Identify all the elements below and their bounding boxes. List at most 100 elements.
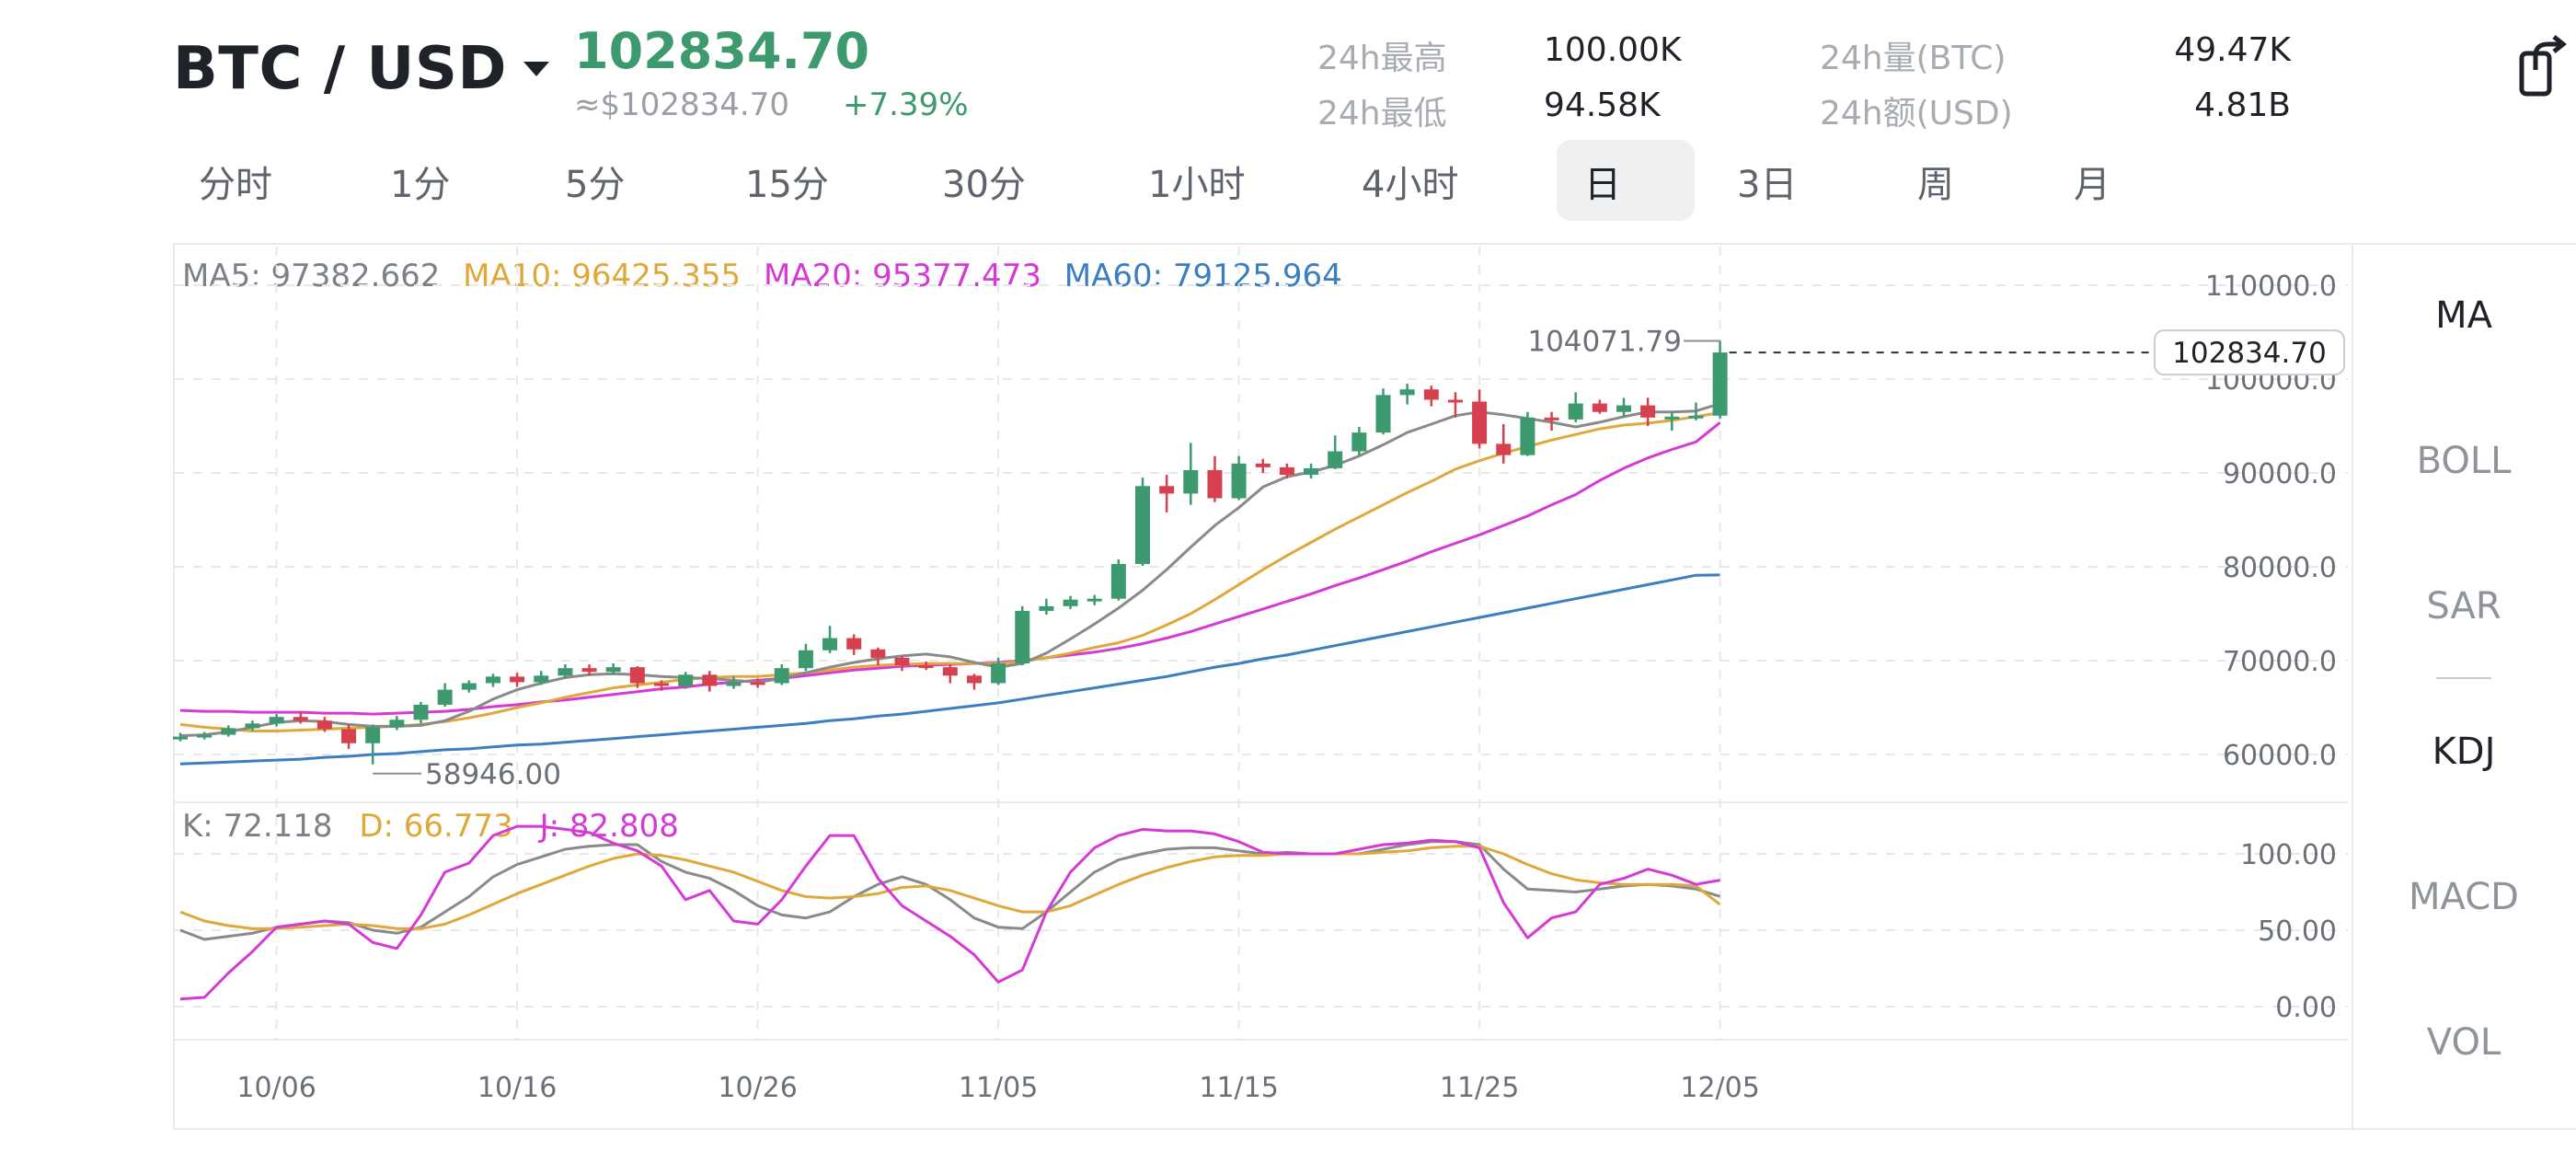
- candle-body: [774, 668, 789, 684]
- indicator-vol[interactable]: VOL: [2426, 1021, 2501, 1064]
- candle-body: [750, 682, 765, 685]
- tab-1d[interactable]: 日: [1584, 164, 1621, 206]
- candle-body: [1231, 463, 1247, 499]
- candle-body: [510, 676, 525, 683]
- candle-body: [798, 650, 813, 669]
- candle-body: [1423, 389, 1439, 400]
- stat-vol-label: 24h量(BTC): [1820, 40, 2007, 77]
- candle-body: [726, 682, 742, 686]
- candle-body: [1592, 403, 1607, 412]
- k-legend: K: 72.118: [182, 808, 333, 845]
- candle-body: [1447, 399, 1463, 403]
- candle-body: [846, 638, 862, 650]
- stat-low-value: 94.58K: [1544, 86, 1661, 124]
- last-price: 102834.70: [574, 22, 870, 80]
- candle-body: [629, 667, 645, 684]
- candle-body: [293, 717, 308, 721]
- kdj-y-tick-label: 100.00: [2240, 839, 2337, 871]
- tab-1m[interactable]: 1分: [390, 164, 451, 206]
- indicator-ma[interactable]: MA: [2435, 294, 2492, 337]
- x-tick-label: 11/15: [1199, 1072, 1278, 1104]
- tab-30m[interactable]: 30分: [942, 164, 1026, 206]
- tab-week[interactable]: 周: [1917, 164, 1954, 206]
- stat-high-label: 24h最高: [1317, 40, 1447, 77]
- last-price-tag: [2154, 329, 2345, 376]
- candle-body: [966, 675, 982, 684]
- candle-body: [1135, 486, 1150, 564]
- candle-body: [581, 668, 597, 673]
- candle-body: [991, 663, 1006, 684]
- y-tick-label: 80000.0: [2223, 552, 2337, 584]
- candle-body: [1568, 403, 1583, 420]
- candle-body: [365, 727, 381, 743]
- x-tick-label: 11/05: [959, 1072, 1038, 1104]
- candle-body: [1279, 466, 1294, 476]
- candle-body: [1207, 469, 1223, 499]
- last-price-label: 102834.70: [2172, 337, 2327, 370]
- ma10-legend: MA10: 96425.355: [463, 258, 742, 294]
- candle-body: [918, 665, 934, 669]
- pair-selector[interactable]: BTC / USD: [173, 35, 550, 103]
- ma60-line: [179, 573, 1720, 766]
- x-tick-label: 12/05: [1680, 1072, 1759, 1104]
- candle-body: [1110, 563, 1126, 599]
- stat-amt-value: 4.81B: [2194, 86, 2291, 124]
- indicator-sar[interactable]: SAR: [2426, 585, 2501, 628]
- y-tick-label: 90000.0: [2223, 458, 2337, 490]
- tab-month[interactable]: 月: [2074, 164, 2110, 206]
- chart-frame: [173, 243, 2576, 1130]
- candle-body: [1015, 610, 1030, 664]
- high-marker-label: 104071.79: [1527, 325, 1682, 358]
- low-marker-label: 58946.00: [425, 758, 561, 791]
- candle-body: [942, 667, 958, 676]
- candle-body: [894, 657, 910, 666]
- j-line: [179, 824, 1720, 1001]
- tab-15m[interactable]: 15分: [745, 164, 829, 206]
- x-tick-label: 10/26: [718, 1072, 797, 1104]
- candle-body: [413, 704, 429, 720]
- candle-body: [1640, 405, 1656, 418]
- y-tick-label: 110000.0: [2205, 271, 2337, 303]
- tab-active-highlight: [1557, 140, 1695, 221]
- tab-5m[interactable]: 5分: [565, 164, 626, 206]
- pair-title: BTC / USD: [173, 35, 508, 103]
- price-change: +7.39%: [843, 86, 969, 123]
- candle-body: [1063, 599, 1078, 606]
- indicator-kdj[interactable]: KDJ: [2432, 731, 2496, 773]
- x-tick-label: 10/16: [477, 1072, 557, 1104]
- candle-body: [702, 674, 718, 686]
- kdj-y-tick-label: 0.00: [2275, 992, 2337, 1024]
- tab-3d[interactable]: 3日: [1737, 164, 1798, 206]
- tab-fenshi[interactable]: 分时: [199, 164, 272, 206]
- candle-body: [1328, 451, 1343, 468]
- candle-body: [1159, 486, 1175, 494]
- candle-body: [485, 676, 500, 684]
- ma5-legend: MA5: 97382.662: [182, 258, 441, 294]
- stat-low-label: 24h最低: [1317, 95, 1447, 132]
- y-tick-label: 70000.0: [2223, 646, 2337, 678]
- candle-body: [1351, 432, 1367, 452]
- candle-body: [389, 720, 405, 728]
- candle-body: [245, 723, 260, 729]
- tab-4h[interactable]: 4小时: [1362, 164, 1459, 206]
- candle-body: [197, 734, 213, 738]
- indicator-macd[interactable]: MACD: [2409, 876, 2519, 918]
- ma20-legend: MA20: 95377.473: [763, 258, 1041, 294]
- tab-1h[interactable]: 1小时: [1148, 164, 1246, 206]
- candle-body: [558, 668, 573, 676]
- candle-body: [654, 683, 669, 686]
- ma60-legend: MA60: 79125.964: [1064, 258, 1342, 294]
- candle-body: [1375, 395, 1391, 433]
- fiat-price: ≈$102834.70: [574, 86, 789, 123]
- candle-body: [1399, 389, 1415, 396]
- kdj-y-tick-label: 50.00: [2258, 915, 2337, 948]
- candle-body: [1183, 469, 1199, 494]
- x-tick-label: 11/25: [1440, 1072, 1519, 1104]
- candle-body: [1688, 415, 1704, 419]
- indicator-boll[interactable]: BOLL: [2416, 440, 2512, 482]
- candle-body: [534, 675, 549, 683]
- share-icon[interactable]: [2519, 35, 2569, 98]
- d-legend: D: 66.773: [359, 808, 513, 845]
- candle-body: [1520, 417, 1535, 455]
